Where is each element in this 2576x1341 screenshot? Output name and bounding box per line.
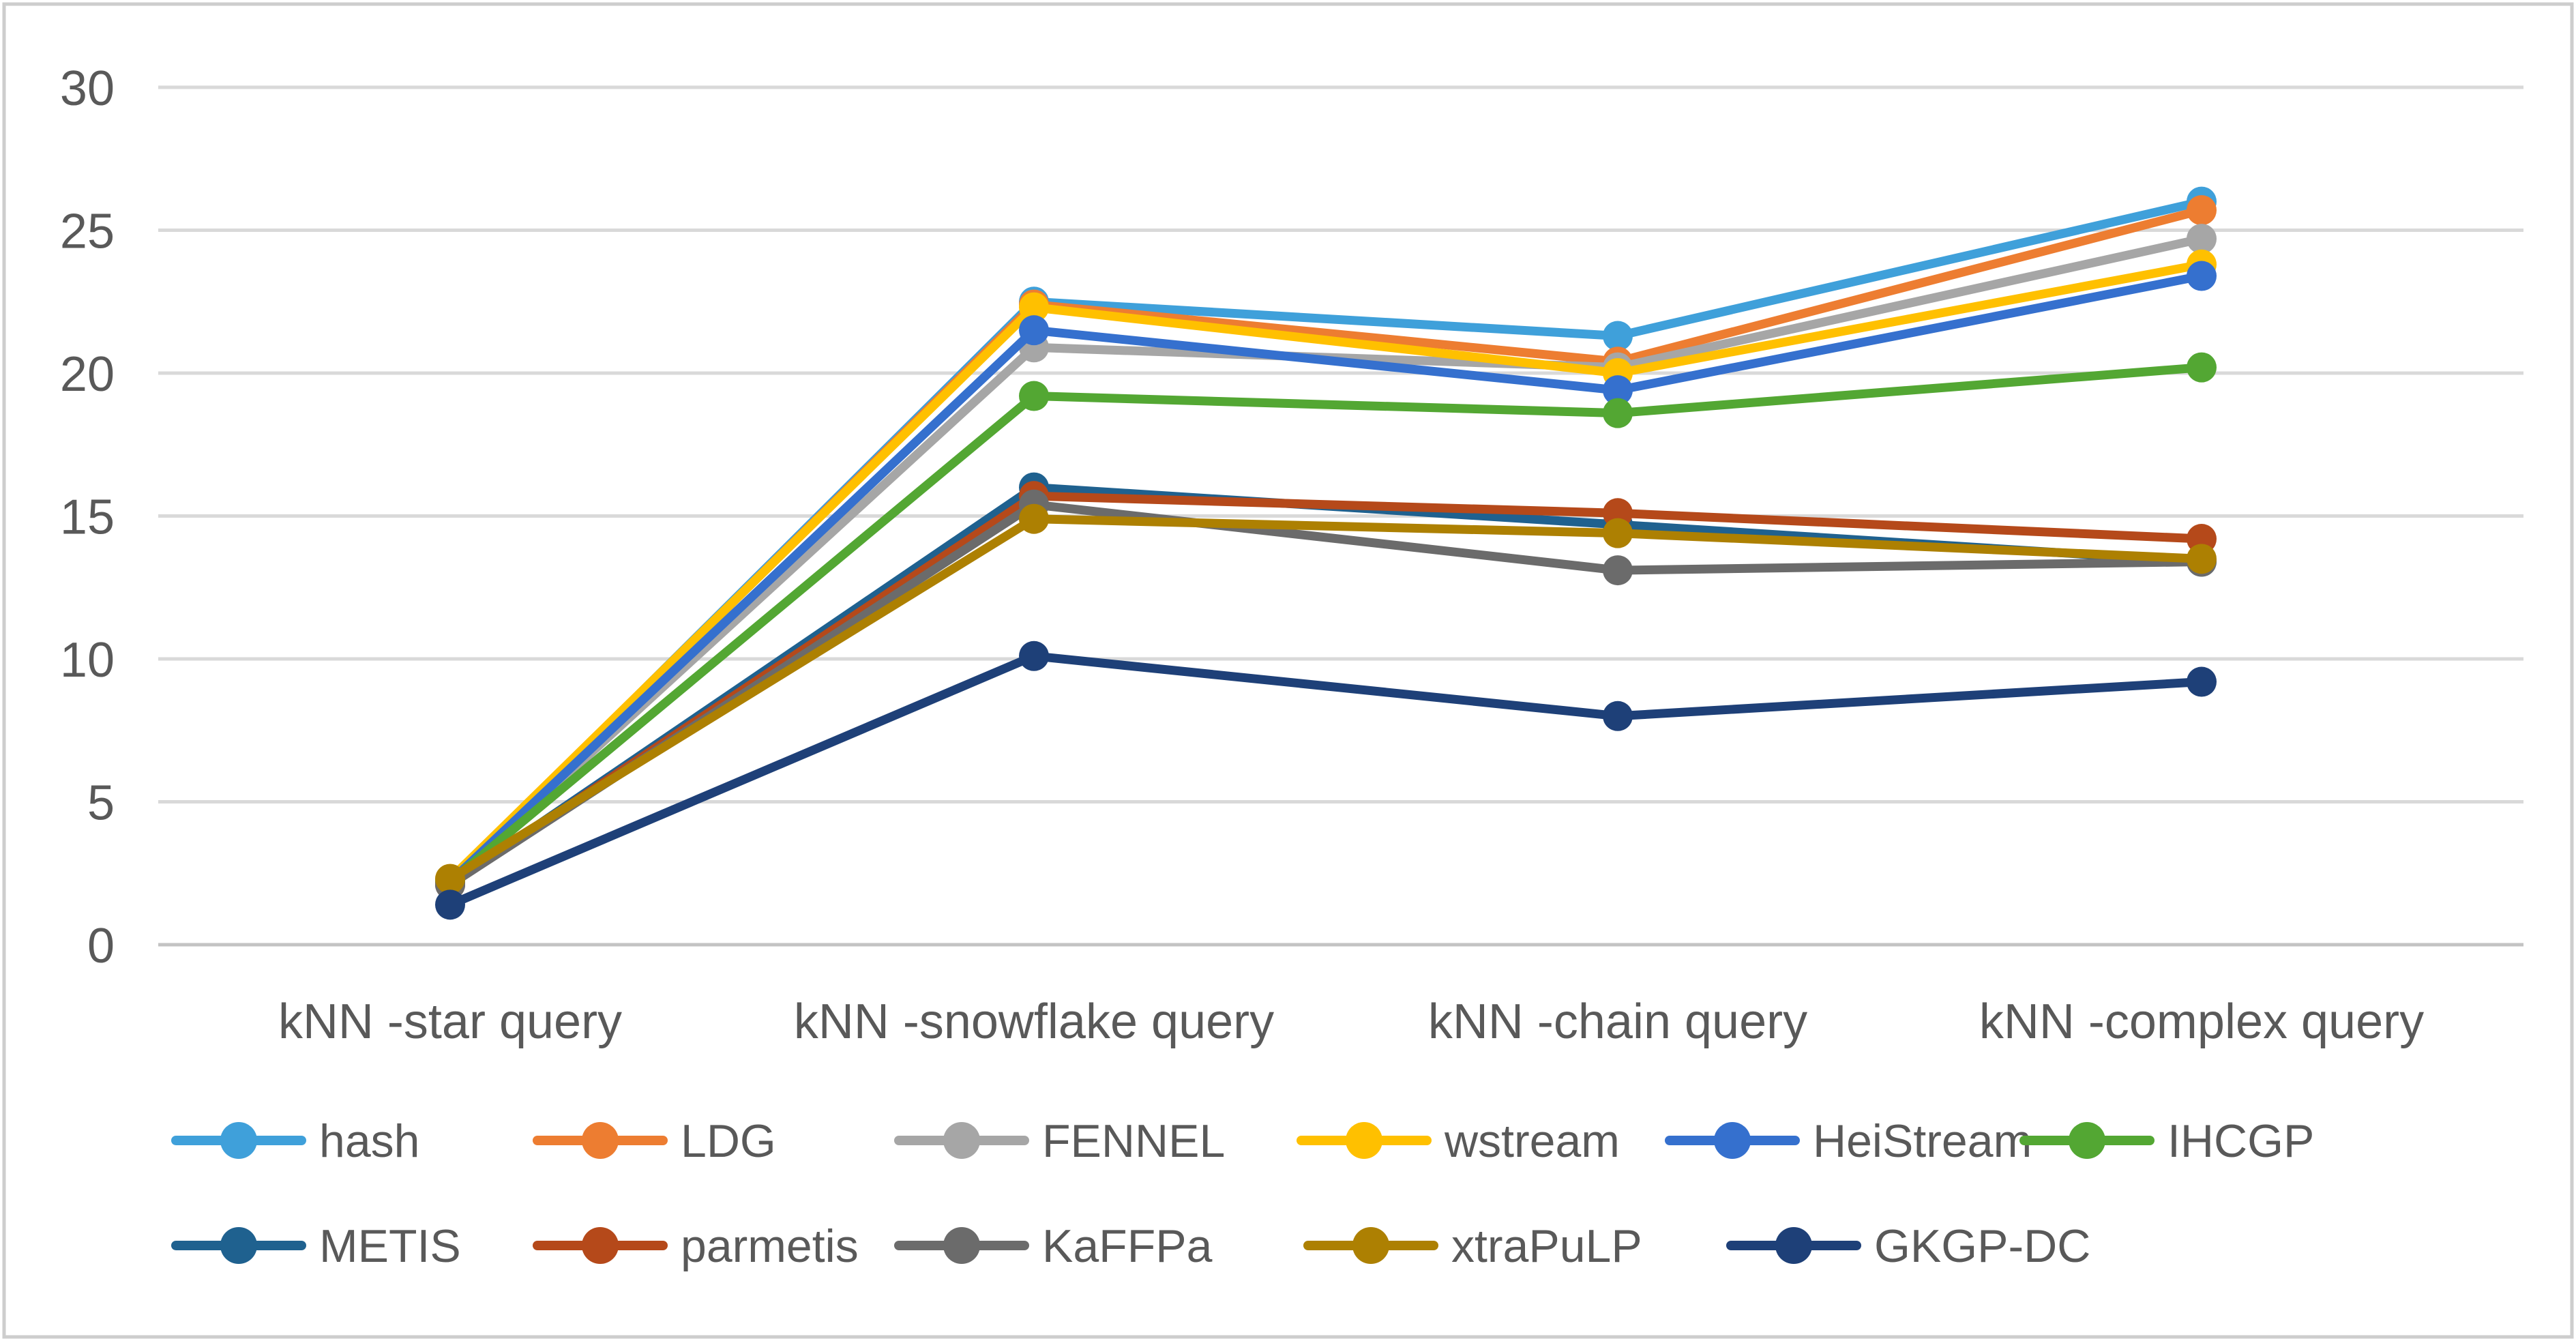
data-point-xtraPuLP-3 [2187,544,2217,574]
series-GKGP-DC [435,640,2217,920]
legend-marker-HeiStream [1714,1122,1751,1159]
data-point-GKGP-DC-0 [435,889,465,920]
legend-item-LDG: LDG [533,1115,776,1167]
legend-item-parmetis: parmetis [533,1220,859,1272]
legend-item-GKGP-DC: GKGP-DC [1726,1220,2090,1272]
data-point-IHCGP-1 [1019,381,1049,411]
legend-label-METIS: METIS [319,1220,461,1272]
legend-marker-parmetis [582,1227,619,1264]
legend-item-METIS: METIS [171,1220,461,1272]
series-line-xtraPuLP [445,514,2206,884]
legend-item-HeiStream: HeiStream [1665,1115,2032,1167]
series-line-IHCGP [445,363,2206,887]
data-point-GKGP-DC-1 [1019,640,1049,671]
data-point-GKGP-DC-3 [2187,666,2217,697]
y-tick-label: 15 [60,490,115,545]
legend-marker-FENNEL [943,1122,980,1159]
data-point-HeiStream-1 [1019,315,1049,346]
gridlines: 0 5 10 15 20 25 30 [60,61,2523,973]
legend-item-IHCGP: IHCGP [2019,1115,2314,1167]
legend-marker-LDG [582,1122,619,1159]
x-category-label: kNN -chain query [1428,994,1807,1049]
x-axis-labels: kNN -star query kNN -snowflake query kNN -… [278,994,2424,1049]
y-tick-label: 0 [87,919,115,973]
y-tick-label: 5 [87,776,115,831]
legend-label-hash: hash [319,1115,419,1167]
legend-label-FENNEL: FENNEL [1042,1115,1225,1167]
legend-label-xtraPuLP: xtraPuLP [1451,1220,1642,1272]
y-tick-label: 25 [60,205,115,259]
legend-marker-xtraPuLP [1352,1227,1389,1264]
data-point-xtraPuLP-1 [1019,503,1049,534]
legend-marker-KaFFPa [943,1227,980,1264]
legend: hash LDG FENNEL wstream HeiStream IHCGP METIS p… [171,1115,2314,1272]
data-point-IHCGP-3 [2187,352,2217,383]
data-point-FENNEL-3 [2187,224,2217,254]
data-point-KaFFPa-2 [1603,555,1633,586]
x-category-label: kNN -star query [278,994,622,1049]
data-point-xtraPuLP-0 [435,864,465,894]
y-tick-label: 10 [60,633,115,688]
legend-item-FENNEL: FENNEL [894,1115,1225,1167]
legend-marker-METIS [220,1227,257,1264]
legend-label-KaFFPa: KaFFPa [1042,1220,1213,1272]
legend-label-parmetis: parmetis [681,1220,859,1272]
data-point-hash-2 [1603,321,1633,351]
legend-label-GKGP-DC: GKGP-DC [1874,1220,2090,1272]
legend-item-xtraPuLP: xtraPuLP [1303,1220,1642,1272]
data-point-wstream-1 [1019,292,1049,323]
data-point-IHCGP-2 [1603,398,1633,428]
data-point-xtraPuLP-2 [1603,518,1633,548]
legend-label-HeiStream: HeiStream [1813,1115,2032,1167]
legend-marker-wstream [1346,1122,1382,1159]
legend-marker-hash [220,1122,257,1159]
legend-label-LDG: LDG [681,1115,776,1167]
y-tick-label: 20 [60,347,115,402]
legend-label-wstream: wstream [1444,1115,1620,1167]
data-point-GKGP-DC-2 [1603,701,1633,731]
legend-marker-GKGP-DC [1775,1227,1812,1264]
series-xtraPuLP [435,503,2217,894]
legend-item-KaFFPa: KaFFPa [894,1220,1213,1272]
legend-marker-IHCGP [2069,1122,2105,1159]
data-point-HeiStream-2 [1603,375,1633,406]
series-line-GKGP-DC [445,651,2206,909]
legend-label-IHCGP: IHCGP [2167,1115,2314,1167]
x-category-label: kNN -complex query [1979,994,2424,1049]
series-line-HeiStream [445,271,2206,887]
legend-item-wstream: wstream [1297,1115,1620,1167]
data-point-HeiStream-3 [2187,261,2217,291]
y-tick-label: 30 [60,61,115,116]
data-point-LDG-3 [2187,195,2217,226]
x-category-label: kNN -snowflake query [794,994,1274,1049]
series-line-wstream [445,260,2206,884]
legend-item-hash: hash [171,1115,419,1167]
